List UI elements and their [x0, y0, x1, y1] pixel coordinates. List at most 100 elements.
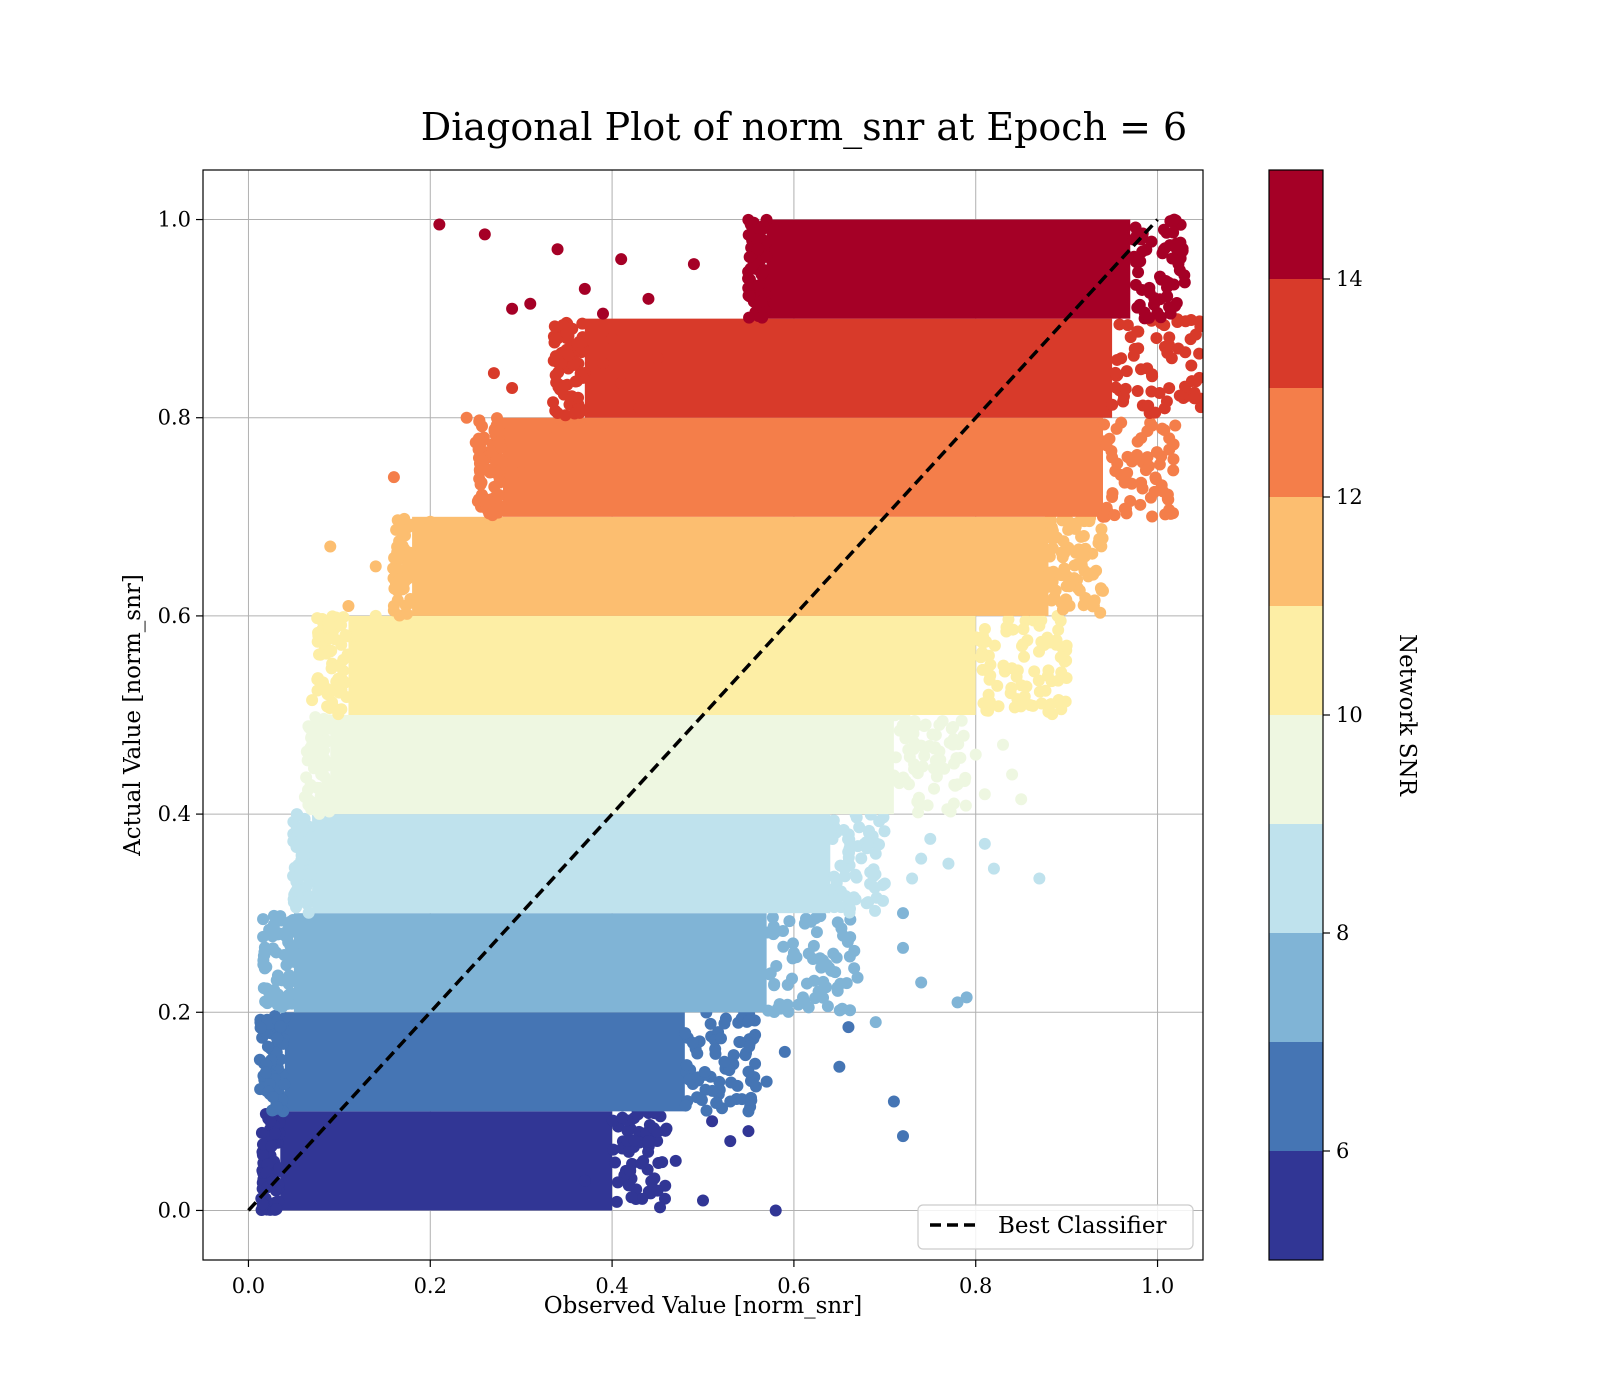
scatter-point — [749, 1057, 762, 1070]
scatter-point — [1046, 708, 1059, 721]
scatter-point — [274, 1020, 287, 1033]
scatter-point — [1079, 592, 1092, 605]
scatter-point — [853, 821, 866, 834]
scatter-point — [1153, 458, 1166, 471]
scatter-point — [679, 1099, 692, 1112]
scatter-point — [1132, 342, 1145, 355]
scatter-point — [1143, 286, 1156, 299]
scatter-point — [1028, 665, 1041, 678]
scatter-point — [257, 982, 270, 995]
colorbar-tick-label: 12 — [1336, 485, 1363, 509]
scatter-point — [918, 720, 931, 733]
scatter-point — [913, 799, 926, 812]
x-tick-label: 1.0 — [1141, 1274, 1174, 1298]
scatter-point — [562, 349, 575, 362]
scatter-point — [1038, 638, 1051, 651]
scatter-point — [841, 935, 854, 948]
scatter-point — [264, 1115, 277, 1128]
scatter-point-outlier — [651, 352, 664, 365]
scatter-point-outlier — [333, 679, 346, 692]
scatter-point-outlier — [642, 292, 655, 305]
scatter-point — [606, 1114, 619, 1127]
scatter-point-outlier — [1087, 600, 1100, 612]
scatter-point — [695, 1093, 708, 1106]
y-tick-label: 0.0 — [158, 1198, 191, 1222]
scatter-point — [1113, 318, 1126, 331]
scatter-point — [628, 1134, 641, 1147]
scatter-band-3 — [287, 808, 1046, 919]
scatter-point — [1149, 406, 1162, 419]
scatter-point-outlier — [778, 1045, 791, 1058]
scatter-point — [285, 997, 298, 1010]
scatter-point — [835, 922, 848, 935]
scatter-point — [749, 1080, 762, 1093]
scatter-point — [848, 962, 861, 975]
scatter-band-5 — [306, 609, 1073, 721]
plot-area: 0.0 0.2 0.4 0.6 0.8 1.0 0.0 0.2 0.4 0.6 0.8 1.0 — [158, 169, 1204, 1298]
scatter-point — [312, 629, 325, 642]
scatter-point — [291, 809, 304, 822]
scatter-point — [311, 684, 324, 697]
scatter-point — [302, 906, 315, 919]
scatter-point — [754, 222, 767, 235]
plot-frame — [202, 169, 1204, 1261]
scatter-point — [325, 662, 338, 675]
scatter-point — [274, 998, 287, 1011]
scatter-point — [773, 1002, 786, 1015]
scatter-band-core — [766, 219, 1131, 319]
scatter-band-core — [348, 615, 976, 715]
scatter-point — [955, 714, 968, 727]
scatter-point-outlier — [615, 253, 628, 266]
scatter-point — [261, 1040, 274, 1053]
scatter-point — [930, 770, 943, 783]
scatter-point — [1172, 342, 1185, 355]
scatter-point — [404, 548, 417, 561]
scatter-point — [1042, 580, 1055, 593]
scatter-point — [807, 952, 820, 965]
scatter-point-outlier — [969, 748, 982, 761]
scatter-point — [824, 823, 837, 836]
scatter-point-outlier — [342, 600, 355, 612]
scatter-point — [849, 868, 862, 881]
y-tick-label: 1.0 — [158, 208, 191, 232]
scatter-point — [742, 228, 755, 241]
scatter-point — [321, 735, 334, 748]
scatter-point — [877, 894, 890, 907]
scatter-point — [766, 911, 779, 924]
scatter-point — [259, 1066, 272, 1079]
scatter-point-outlier — [478, 228, 491, 241]
scatter-point — [256, 1198, 269, 1211]
colorbar-segment — [1269, 715, 1323, 824]
scatter-point — [1129, 278, 1142, 291]
scatter-point-outlier — [424, 515, 437, 528]
scatter-point — [1178, 276, 1191, 289]
scatter-point — [573, 406, 586, 419]
colorbar-tick-label: 8 — [1336, 921, 1349, 945]
scatter-point — [843, 950, 856, 963]
scatter-point — [1167, 453, 1180, 466]
scatter-point-outlier — [942, 857, 955, 870]
scatter-point — [709, 1047, 722, 1060]
y-axis-ticks: 0.0 0.2 0.4 0.6 0.8 1.0 — [158, 208, 203, 1222]
scatter-point — [1162, 493, 1175, 506]
scatter-point — [810, 926, 823, 939]
scatter-point — [1032, 674, 1045, 687]
scatter-point — [625, 1191, 638, 1204]
scatter-point-outlier — [433, 218, 446, 231]
scatter-point — [1194, 401, 1203, 414]
scatter-point — [621, 1124, 634, 1137]
scatter-point-outlier — [951, 996, 964, 1009]
x-tick-label: 0.0 — [232, 1274, 265, 1298]
y-tick-label: 0.6 — [158, 604, 191, 628]
scatter-band-2 — [257, 907, 973, 1029]
scatter-point — [493, 425, 506, 438]
scatter-point-outlier — [987, 862, 1000, 875]
scatter-point — [827, 814, 840, 827]
scatter-point — [651, 1125, 664, 1138]
scatter-point — [270, 1203, 283, 1216]
scatter-point — [714, 1032, 727, 1045]
legend-box — [917, 1204, 1194, 1250]
scatter-point — [698, 1065, 711, 1078]
scatter-point — [303, 868, 316, 881]
x-axis-ticks: 0.0 0.2 0.4 0.6 0.8 1.0 — [232, 1260, 1174, 1298]
